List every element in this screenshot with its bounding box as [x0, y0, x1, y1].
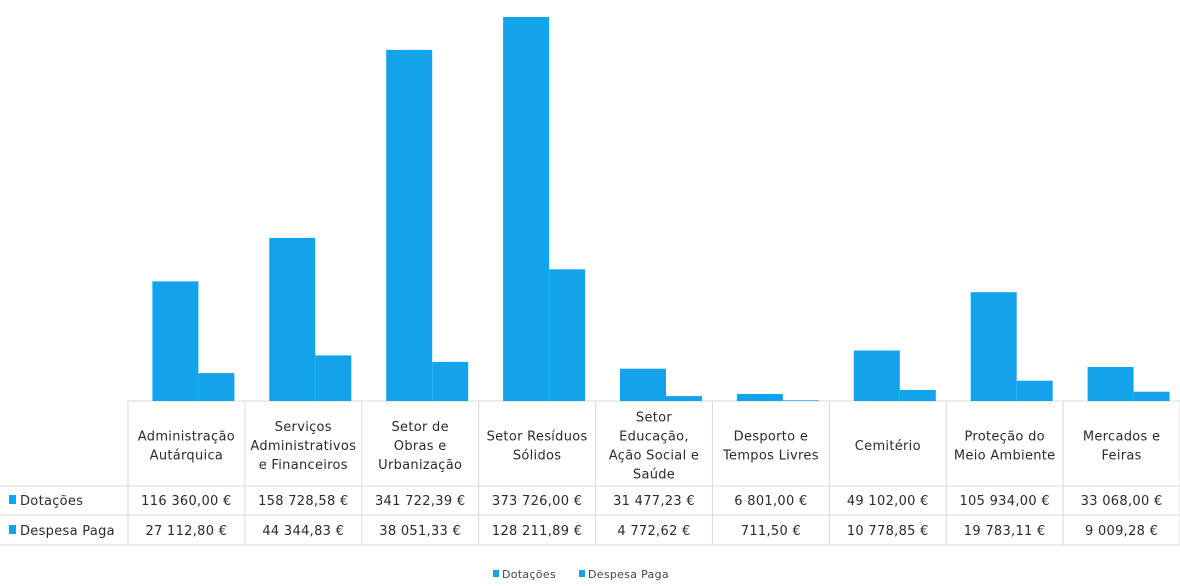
- category-label: Cemitério: [855, 439, 921, 454]
- data-label: 4 772,62 €: [617, 524, 690, 539]
- data-label: 341 722,39 €: [375, 494, 465, 509]
- category-label: Setor de Obras e Urbanização: [378, 420, 462, 473]
- category-label-line: Cemitério: [855, 439, 921, 454]
- bar-dotacoes: [386, 49, 433, 402]
- legend-swatch: [493, 570, 499, 577]
- bar-despesa-paga: [198, 373, 235, 401]
- category-label: Proteção do Meio Ambiente: [954, 430, 1056, 464]
- bar-dotacoes: [736, 394, 783, 401]
- category-label-line: Administração: [138, 430, 235, 445]
- bar-despesa-paga: [782, 400, 819, 401]
- bar-despesa-paga: [315, 355, 352, 401]
- bar-dotacoes: [152, 281, 199, 401]
- category-label-line: Urbanização: [378, 458, 462, 473]
- legend-entry: Despesa Paga: [588, 568, 669, 581]
- bar-despesa-paga: [1133, 391, 1170, 401]
- bar-despesa-paga: [666, 396, 702, 401]
- data-label: 6 801,00 €: [734, 494, 807, 509]
- bar-despesa-paga: [899, 389, 936, 401]
- category-label: Serviços Administrativos e Financeiros: [250, 420, 356, 473]
- bar-dotacoes: [269, 237, 316, 401]
- bar-despesa-paga: [549, 269, 586, 401]
- bar-dotacoes: [503, 17, 550, 401]
- category-label-line: Setor de: [391, 420, 448, 435]
- bar-dotacoes: [620, 368, 666, 401]
- data-label: 49 102,00 €: [847, 494, 929, 509]
- data-label: 128 211,89 €: [492, 524, 582, 539]
- table-series-name: Despesa Paga: [20, 524, 115, 539]
- category-label-line: Saúde: [633, 468, 675, 483]
- data-label: 44 344,83 €: [262, 524, 344, 539]
- bar-despesa-paga: [432, 361, 469, 401]
- bar-dotacoes: [1087, 367, 1134, 401]
- bar-despesa-paga: [1016, 380, 1053, 401]
- category-label-line: Educação,: [619, 430, 689, 445]
- data-label: 116 360,00 €: [141, 494, 231, 509]
- category-label-line: Autárquica: [150, 449, 224, 464]
- category-label-line: Sólidos: [513, 449, 562, 464]
- category-label: Mercados e Feiras: [1083, 430, 1161, 464]
- data-label: 9 009,28 €: [1085, 524, 1158, 539]
- category-label-line: e Financeiros: [259, 458, 348, 473]
- data-label: 31 477,23 €: [613, 494, 695, 509]
- data-label: 373 726,00 €: [492, 494, 582, 509]
- data-label: 10 778,85 €: [847, 524, 929, 539]
- category-label: Administração Autárquica: [138, 430, 235, 464]
- table-legend-key: [9, 495, 16, 504]
- bar-dotacoes: [853, 350, 900, 401]
- data-label: 38 051,33 €: [379, 524, 461, 539]
- category-label-line: Proteção do: [964, 430, 1044, 445]
- category-label-line: Setor: [636, 411, 673, 426]
- table-series-name: Dotações: [20, 494, 83, 509]
- category-label: Setor Resíduos Sólidos: [487, 430, 588, 464]
- category-label-line: Ação Social e: [609, 449, 699, 464]
- data-label: 158 728,58 €: [258, 494, 348, 509]
- bar-dotacoes: [970, 292, 1017, 401]
- category-label-line: Feiras: [1101, 449, 1141, 464]
- data-label: 27 112,80 €: [145, 524, 227, 539]
- category-label-line: Setor Resíduos: [487, 430, 588, 445]
- category-label: Setor Educação, Ação Social e Saúde: [609, 411, 699, 483]
- category-label-line: Serviços: [275, 420, 332, 435]
- category-label-line: Obras e: [394, 439, 447, 454]
- data-label: 19 783,11 €: [964, 524, 1046, 539]
- data-label: 33 068,00 €: [1081, 494, 1163, 509]
- data-label: 105 934,00 €: [959, 494, 1049, 509]
- category-label-line: Administrativos: [250, 439, 356, 454]
- legend-entry: Dotações: [502, 568, 556, 581]
- category-label-line: Mercados e: [1083, 430, 1161, 445]
- table-legend-key: [9, 525, 16, 534]
- category-label-line: Meio Ambiente: [954, 449, 1056, 464]
- category-label-line: Tempos Livres: [722, 449, 819, 464]
- data-label: 711,50 €: [741, 524, 801, 539]
- category-label-line: Desporto e: [734, 430, 809, 445]
- category-label: Desporto e Tempos Livres: [722, 430, 819, 464]
- legend-swatch: [579, 570, 585, 577]
